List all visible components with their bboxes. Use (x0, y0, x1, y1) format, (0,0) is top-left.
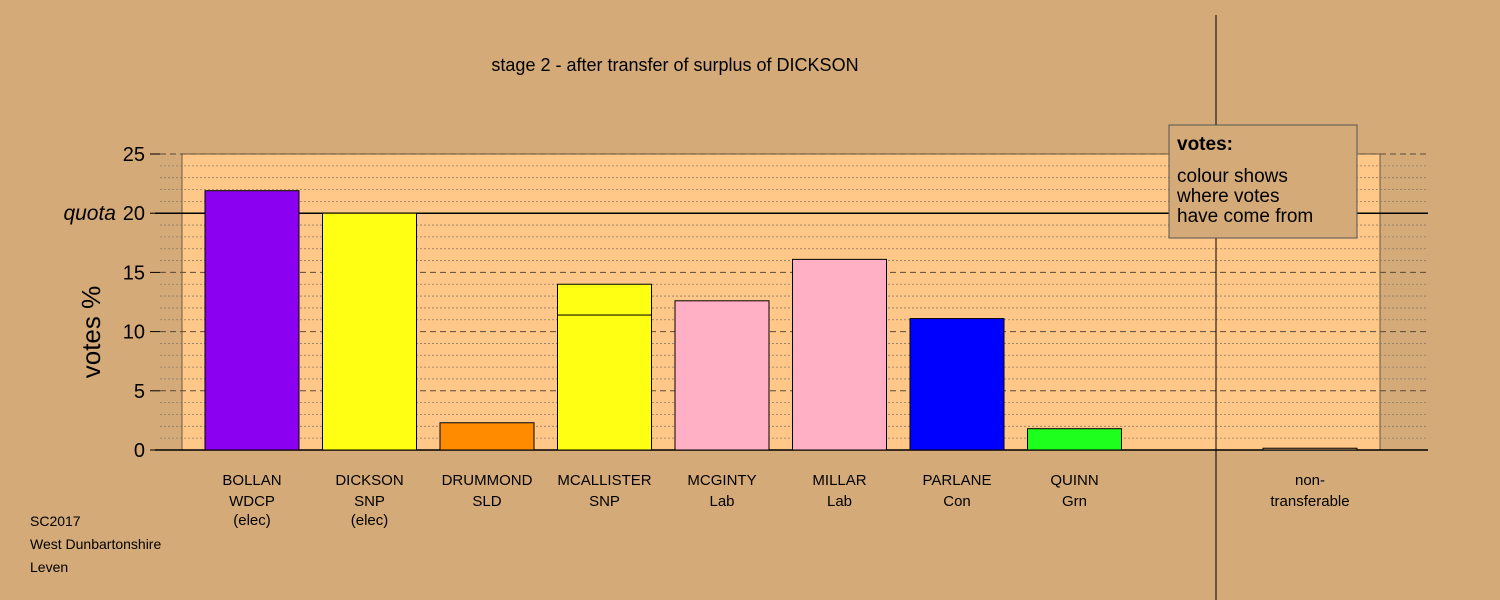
candidate-name-label: MCALLISTER (557, 472, 651, 489)
candidate-name-label: MILLAR (812, 472, 866, 489)
candidate-name-label: DICKSON (335, 472, 403, 489)
candidate-party-label: Grn (1062, 493, 1087, 510)
y-tick-label: 10 (123, 322, 145, 344)
bar-segment (674, 300, 770, 451)
bar-segment (557, 314, 652, 451)
nontransferable-label: transferable (1270, 493, 1349, 510)
quota-label: quota (63, 202, 116, 225)
nontransferable-label: non- (1295, 472, 1325, 489)
y-tick-label: 5 (134, 381, 145, 403)
caption-council: West Dunbartonshire (30, 536, 162, 552)
candidate-party-label: SLD (472, 493, 501, 510)
legend-box: votes: colour shows where votes have com… (1168, 124, 1358, 239)
candidate-party-label: Lab (709, 493, 734, 510)
caption-election: SC2017 (30, 513, 81, 529)
nontransferable-bar (1262, 447, 1358, 451)
caption-ward: Leven (30, 559, 69, 575)
y-axis-label: votes % (76, 286, 106, 379)
chart-title: stage 2 - after transfer of surplus of D… (491, 55, 858, 75)
candidate-party-label: SNP (354, 493, 385, 510)
bar-segment (1027, 428, 1122, 451)
candidate-party-label: Lab (827, 493, 852, 510)
y-axis: 0 5 10 15 20 25 quota (63, 144, 160, 462)
candidate-name-label: PARLANE (923, 472, 992, 489)
bars (204, 190, 1358, 451)
candidate-name-label: MCGINTY (687, 472, 756, 489)
y-tick-label: 20 (123, 203, 145, 225)
candidate-name-label: QUINN (1050, 472, 1098, 489)
candidate-status-label: (elec) (233, 512, 271, 529)
bar-segment (557, 283, 652, 316)
y-tick-label: 15 (123, 262, 145, 284)
candidate-party-label: WDCP (229, 493, 275, 510)
y-tick-label: 25 (123, 144, 145, 166)
legend-line-3: have come from (1177, 206, 1313, 227)
candidate-status-label: (elec) (351, 512, 389, 529)
bar-segment (439, 422, 535, 451)
x-axis-labels: BOLLAN WDCP (elec) DICKSON SNP (elec) DRUMMOND… (222, 472, 1349, 529)
bar-segment (204, 190, 300, 451)
candidate-name-label: DRUMMOND (442, 472, 533, 489)
legend-line-2: where votes (1176, 186, 1279, 207)
bar-segment (792, 258, 887, 451)
legend-title: votes: (1177, 134, 1233, 155)
candidate-party-label: SNP (589, 493, 620, 510)
bar-segment (909, 318, 1005, 451)
candidate-name-label: BOLLAN (222, 472, 281, 489)
candidate-party-label: Con (943, 493, 971, 510)
legend-line-1: colour shows (1177, 166, 1288, 187)
bar-segment (322, 212, 417, 451)
y-tick-label: 0 (134, 440, 145, 462)
